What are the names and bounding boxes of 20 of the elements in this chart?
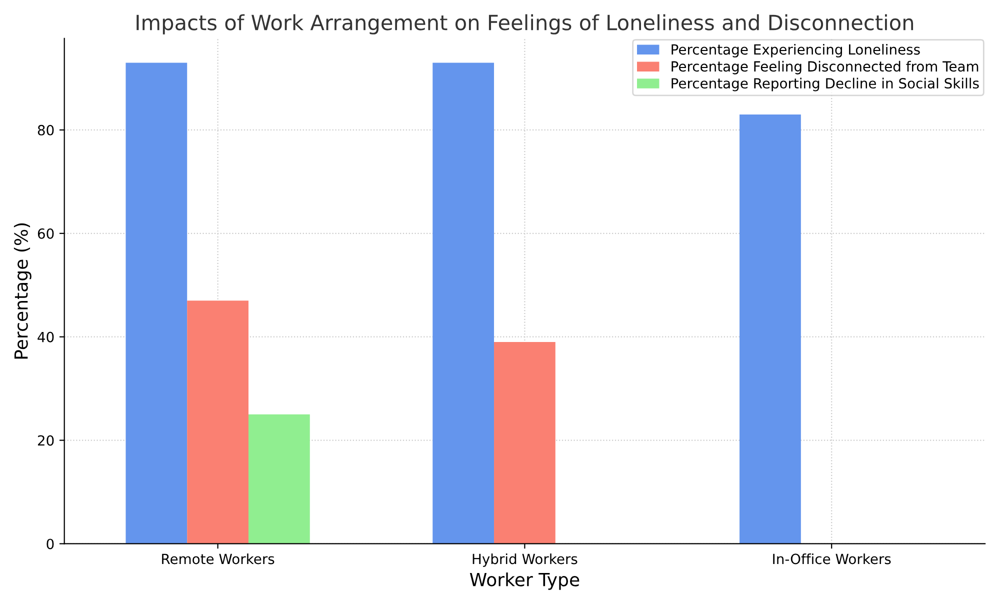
bar (248, 414, 310, 544)
chart-title: Impacts of Work Arrangement on Feelings of Loneliness and Disconnection (136, 14, 914, 34)
y-tick-label: 80 (38, 124, 54, 136)
x-tick-label: Remote Workers (162, 553, 274, 564)
bar (740, 114, 801, 544)
y-tick-label: 0 (46, 538, 54, 550)
y-tick-label: 20 (38, 435, 54, 446)
y-tick-label: 40 (38, 332, 54, 342)
y-axis-title: Percentage (%) (14, 223, 32, 359)
y-tick-label: 60 (38, 228, 54, 239)
legend-label: Percentage Feeling Disconnected from Team (672, 60, 978, 74)
legend-label: Percentage Experiencing Loneliness (672, 44, 920, 58)
bar (126, 62, 188, 544)
x-axis-title: Worker Type (470, 572, 580, 590)
bar (187, 300, 248, 544)
bar (494, 342, 556, 544)
x-tick-label: In-Office Workers (773, 553, 891, 564)
legend-label: Percentage Reporting Decline in Social Skills (672, 78, 979, 92)
x-tick-label: Hybrid Workers (472, 553, 578, 567)
bar (432, 62, 494, 544)
